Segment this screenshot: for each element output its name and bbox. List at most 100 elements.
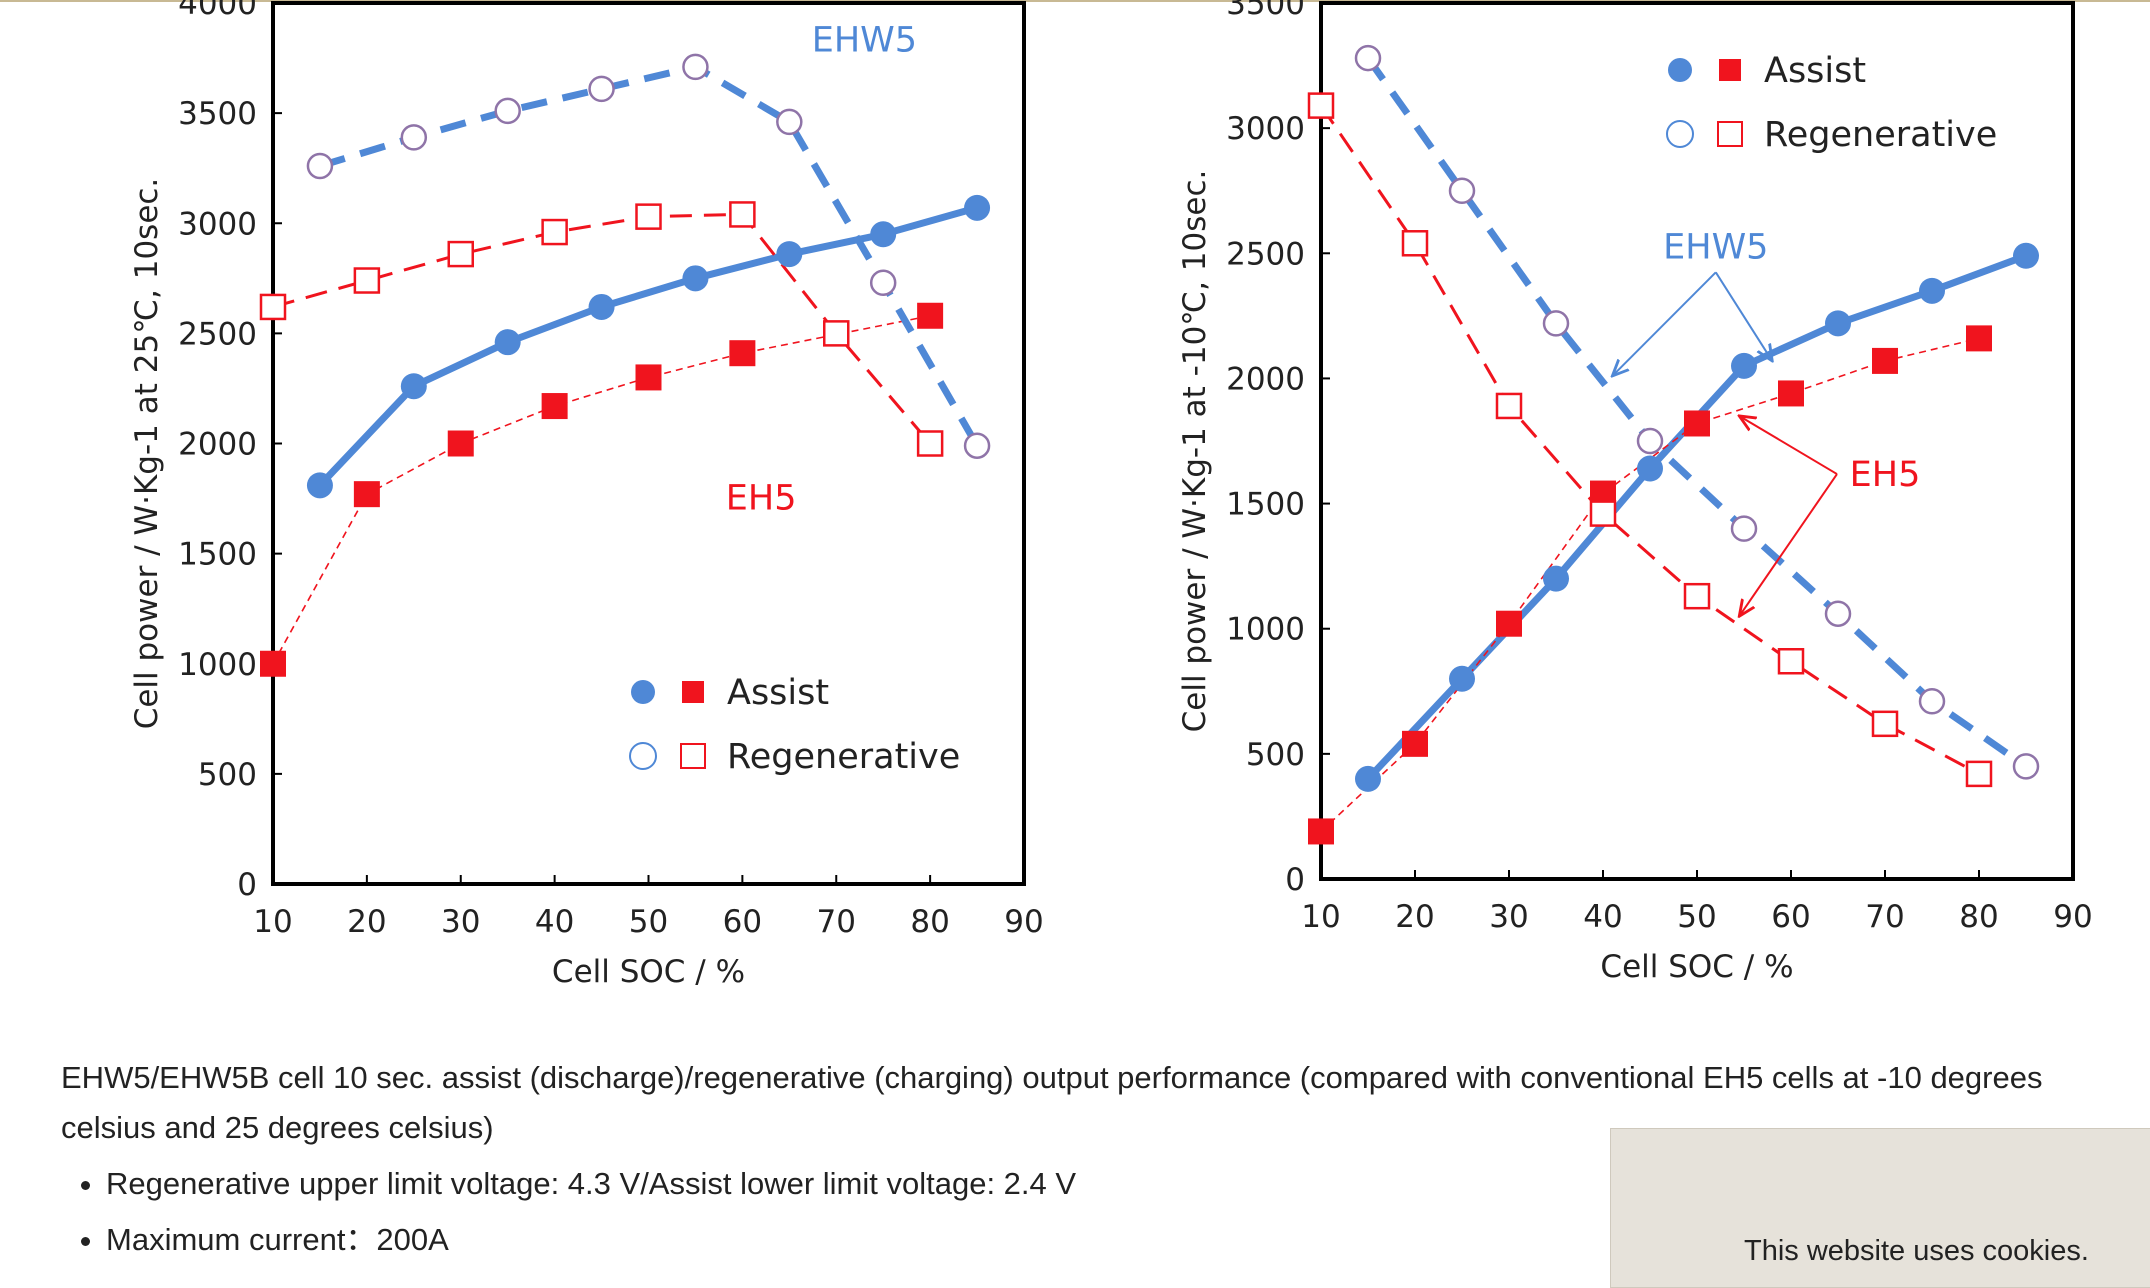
data-point-eh5-assist [260, 650, 286, 677]
data-point-eh5-assist [1778, 380, 1804, 407]
data-point-eh5-regenerative [259, 293, 287, 321]
spec-item-voltage: Regenerative upper limit voltage: 4.3 V/… [106, 1156, 1076, 1212]
data-point-ehw5-assist [1543, 565, 1569, 592]
x-tick-label: 60 [723, 904, 762, 940]
data-point-ehw5-regenerative [2012, 753, 2040, 780]
data-point-ehw5-regenerative [869, 269, 897, 296]
data-point-eh5-regenerative [541, 218, 568, 246]
data-point-ehw5-assist [1731, 352, 1757, 379]
data-point-ehw5-regenerative [776, 108, 803, 136]
legend-regen-label: Regenerative [1764, 115, 1997, 155]
x-tick-label: 10 [1301, 899, 1340, 935]
data-point-ehw5-assist [1637, 455, 1663, 482]
legend: Assist Regenerative [629, 673, 960, 777]
plot-frame [271, 1, 1026, 886]
annotation-ehw5: EHW5 [812, 20, 917, 60]
data-point-ehw5-regenerative [1542, 310, 1570, 337]
chart-1: 10 20 30 40 50 60 70 80 90 0 500 1000 1500 2000 2500 30… [129, 0, 1044, 990]
data-point-eh5-regenerative [823, 320, 850, 347]
data-point-eh5-assist [1966, 325, 1992, 352]
spec-list: Regenerative upper limit voltage: 4.3 V/… [61, 1156, 1076, 1268]
y-tick-label: 0 [1285, 862, 1305, 898]
cookie-banner: This website uses cookies. [1610, 1128, 2150, 1288]
data-point-ehw5-assist [1449, 665, 1475, 692]
data-point-ehw5-assist [2013, 242, 2039, 269]
data-point-ehw5-regenerative [1824, 600, 1852, 627]
data-point-ehw5-regenerative [1636, 427, 1664, 455]
y-tick-label: 2500 [178, 316, 257, 352]
page-top-border [0, 0, 2150, 2]
data-point-ehw5-assist [306, 472, 333, 499]
x-tick-label: 90 [1004, 904, 1043, 940]
legend-assist-square [682, 681, 704, 703]
data-point-eh5-regenerative [447, 240, 474, 268]
x-tick-label: 50 [1677, 899, 1716, 935]
x-tick-label: 60 [1771, 899, 1810, 935]
x-tick-label: 70 [817, 904, 856, 940]
annotation-arrow [1714, 271, 1772, 361]
annotation-eh5: EH5 [1850, 455, 1921, 495]
data-point-ehw5-regenerative [1730, 515, 1758, 542]
x-tick-label: 80 [1959, 899, 1998, 935]
series-line-eh5-regenerative [1319, 104, 1980, 776]
chart-2: 10 20 30 40 50 60 70 80 90 0 500 1000 1500 2000 2500 30… [1177, 0, 2093, 985]
data-point-ehw5-assist [1919, 277, 1945, 304]
data-point-eh5-regenerative [1495, 392, 1523, 420]
legend-assist-circle [631, 680, 655, 704]
data-point-eh5-assist [353, 481, 380, 508]
data-point-eh5-assist [1872, 347, 1898, 374]
y-tick-label: 1000 [178, 647, 257, 683]
data-point-ehw5-assist [964, 194, 991, 221]
y-tick-label: 3000 [1226, 111, 1305, 147]
data-point-eh5-assist [1308, 818, 1334, 845]
legend-assist-label: Assist [1764, 51, 1866, 91]
x-axis-title: Cell SOC / % [552, 954, 745, 990]
plot-frame [1319, 1, 2075, 881]
data-point-ehw5-assist [1355, 765, 1381, 792]
data-point-eh5-regenerative [1965, 760, 1993, 788]
x-axis-title: Cell SOC / % [1600, 949, 1793, 985]
x-tick-label: 50 [629, 904, 668, 940]
x-tick-label: 20 [1395, 899, 1434, 935]
y-tick-label: 500 [198, 757, 257, 793]
data-point-eh5-regenerative [1871, 710, 1899, 738]
data-point-eh5-regenerative [729, 201, 756, 228]
legend-assist-circle [1668, 58, 1692, 82]
data-point-eh5-regenerative [916, 430, 944, 457]
legend: Assist Regenerative [1666, 51, 1997, 155]
series-line-ehw5-regenerative [1365, 56, 2028, 770]
x-tick-label: 10 [253, 904, 292, 940]
series-line-ehw5-regenerative [318, 63, 981, 448]
data-point-ehw5-assist [588, 293, 615, 320]
annotation-arrow [1612, 271, 1717, 376]
x-tick-label: 20 [347, 904, 386, 940]
data-point-ehw5-regenerative [963, 432, 991, 459]
data-point-ehw5-assist [1825, 310, 1851, 337]
annotation-arrow [1739, 416, 1838, 475]
data-point-eh5-assist [1402, 730, 1428, 757]
y-tick-label: 1000 [1226, 612, 1305, 648]
legend-assist-label: Assist [727, 673, 829, 713]
data-point-eh5-regenerative [1683, 582, 1711, 610]
spec-item-current: Maximum current：200A [106, 1212, 1076, 1268]
legend-regen-circle [1666, 120, 1694, 148]
data-point-ehw5-regenerative [1448, 177, 1476, 204]
y-tick-label: 2000 [1226, 361, 1305, 397]
data-point-ehw5-regenerative [1354, 44, 1382, 72]
y-tick-label: 0 [237, 867, 257, 903]
x-tick-label: 30 [441, 904, 480, 940]
data-point-eh5-regenerative [1307, 92, 1335, 119]
data-point-ehw5-regenerative [682, 53, 709, 81]
x-tick-label: 80 [910, 904, 949, 940]
y-tick-label: 2000 [178, 427, 257, 463]
data-point-ehw5-assist [870, 221, 897, 248]
annotation-ehw5: EHW5 [1663, 227, 1768, 267]
data-point-ehw5-regenerative [1918, 688, 1946, 715]
y-axis-title: Cell power / W·Kg-1 at 25℃, 10sec. [129, 178, 165, 730]
data-point-ehw5-assist [682, 265, 709, 292]
x-tick-label: 30 [1489, 899, 1528, 935]
y-tick-label: 3500 [178, 96, 257, 132]
annotation-arrow [1739, 473, 1838, 616]
y-tick-label: 3000 [178, 206, 257, 242]
soc-power-charts: 10 20 30 40 50 60 70 80 900500100015002000250030… [129, 0, 2093, 990]
